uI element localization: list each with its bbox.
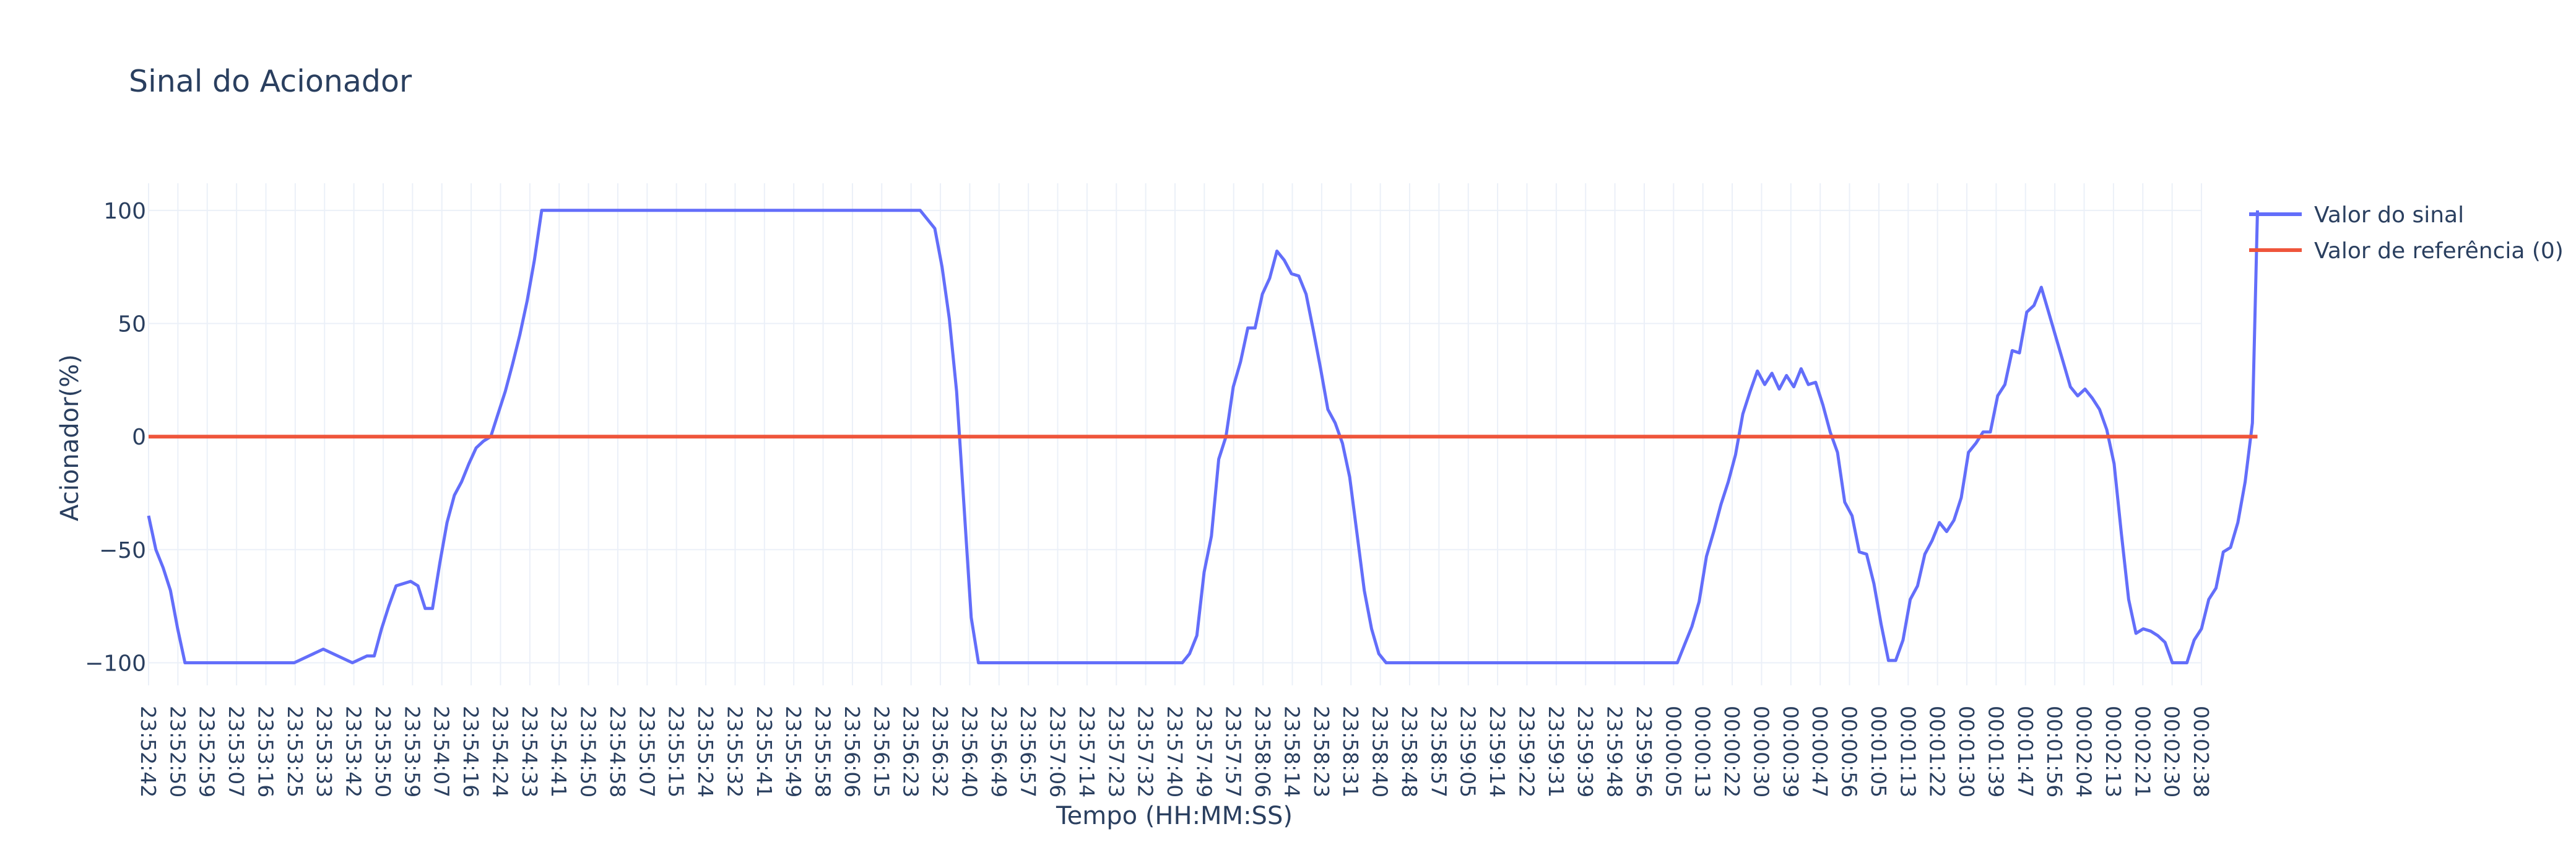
y-tick-label: −50 xyxy=(99,538,146,563)
x-tick-label: 00:02:38 xyxy=(2189,706,2213,797)
x-tick-label: 23:53:59 xyxy=(400,706,424,797)
x-tick-label: 23:58:48 xyxy=(1397,706,1421,797)
x-tick-label: 23:54:16 xyxy=(459,706,483,797)
x-tick-label: 23:55:15 xyxy=(664,706,688,797)
x-tick-label: 00:00:39 xyxy=(1779,706,1803,797)
x-tick-label: 00:01:05 xyxy=(1867,706,1891,797)
x-tick-label: 23:53:16 xyxy=(253,706,277,797)
x-tick-label: 23:57:57 xyxy=(1221,706,1246,797)
x-tick-label: 23:57:23 xyxy=(1104,706,1128,797)
x-tick-label: 00:02:13 xyxy=(2101,706,2125,797)
x-tick-label: 23:56:32 xyxy=(928,706,952,797)
x-tick-label: 23:56:23 xyxy=(899,706,923,797)
x-tick-labels: 23:52:42 23:52:50 23:52:59 23:53:07 23:53:16… xyxy=(136,706,2213,797)
x-tick-label: 23:54:50 xyxy=(576,706,601,797)
y-tick-label: 50 xyxy=(118,311,146,337)
x-tick-label: 00:01:56 xyxy=(2042,706,2066,797)
x-tick-label: 00:00:30 xyxy=(1749,706,1773,797)
x-tick-label: 23:52:42 xyxy=(136,706,160,797)
x-tick-label: 23:58:57 xyxy=(1426,706,1451,797)
x-tick-label: 23:53:25 xyxy=(283,706,307,797)
x-tick-label: 00:02:30 xyxy=(2160,706,2184,797)
legend[interactable]: Valor do sinal Valor de referência (0) xyxy=(2249,202,2564,264)
x-tick-label: 23:56:49 xyxy=(987,706,1011,797)
x-tick-label: 23:54:07 xyxy=(430,706,454,797)
chart-title: Sinal do Acionador xyxy=(129,64,412,99)
x-axis-title: Tempo (HH:MM:SS) xyxy=(1056,802,1293,830)
x-tick-label: 23:59:31 xyxy=(1544,706,1568,797)
x-tick-label: 23:56:15 xyxy=(869,706,893,797)
x-tick-label: 23:59:05 xyxy=(1456,706,1480,797)
y-tick-label: 100 xyxy=(103,199,146,224)
x-tick-label: 00:00:47 xyxy=(1808,706,1832,797)
x-tick-label: 23:56:40 xyxy=(957,706,981,797)
x-tick-label: 23:58:31 xyxy=(1338,706,1363,797)
x-tick-label: 00:02:04 xyxy=(2072,706,2096,797)
x-tick-label: 23:55:32 xyxy=(722,706,747,797)
legend-item[interactable]: Valor do sinal xyxy=(2249,202,2464,228)
x-tick-label: 23:59:48 xyxy=(1603,706,1627,797)
x-tick-label: 23:58:06 xyxy=(1251,706,1275,797)
x-tick-label: 23:57:32 xyxy=(1134,706,1158,797)
y-axis-title: Acionador(%) xyxy=(56,354,84,521)
x-tick-label: 23:52:59 xyxy=(195,706,219,797)
x-tick-label: 00:02:21 xyxy=(2130,706,2154,797)
legend-label: Valor de referência (0) xyxy=(2314,238,2564,264)
legend-item[interactable]: Valor de referência (0) xyxy=(2249,238,2564,264)
series-lines xyxy=(147,209,2259,664)
y-tick-label: 0 xyxy=(132,425,146,450)
x-tick-label: 23:58:40 xyxy=(1368,706,1392,797)
x-tick-label: 23:53:33 xyxy=(312,706,336,797)
x-tick-label: 23:55:07 xyxy=(635,706,659,797)
x-tick-label: 23:55:24 xyxy=(693,706,718,797)
x-tick-label: 23:53:50 xyxy=(371,706,395,797)
x-tick-label: 23:54:58 xyxy=(605,706,630,797)
x-tick-label: 00:00:22 xyxy=(1720,706,1744,797)
y-tick-labels: −100 −50 0 50 100 xyxy=(85,199,146,677)
x-tick-label: 23:58:14 xyxy=(1280,706,1304,797)
x-tick-label: 23:57:14 xyxy=(1075,706,1099,797)
x-tick-label: 23:59:22 xyxy=(1514,706,1538,797)
x-tick-label: 23:58:23 xyxy=(1309,706,1334,797)
x-tick-label: 00:01:30 xyxy=(1954,706,1979,797)
x-tick-label: 23:54:24 xyxy=(488,706,512,797)
x-tick-label: 23:59:56 xyxy=(1632,706,1656,797)
x-tick-label: 23:53:07 xyxy=(224,706,248,797)
x-tick-label: 00:00:56 xyxy=(1837,706,1862,797)
x-tick-label: 23:55:58 xyxy=(811,706,835,797)
x-tick-label: 23:59:14 xyxy=(1485,706,1509,797)
x-tick-label: 00:00:13 xyxy=(1691,706,1715,797)
x-tick-label: 00:01:39 xyxy=(1984,706,2008,797)
x-tick-label: 23:54:41 xyxy=(547,706,571,797)
x-tick-label: 23:53:42 xyxy=(342,706,366,797)
x-tick-label: 23:55:49 xyxy=(781,706,805,797)
x-tick-label: 23:57:49 xyxy=(1192,706,1216,797)
x-tick-label: 00:01:22 xyxy=(1925,706,1949,797)
y-tick-label: −100 xyxy=(85,651,146,676)
x-tick-label: 23:57:40 xyxy=(1163,706,1187,797)
x-tick-label: 23:57:06 xyxy=(1046,706,1070,797)
legend-label: Valor do sinal xyxy=(2314,202,2464,228)
x-tick-label: 23:55:41 xyxy=(752,706,776,797)
x-tick-label: 23:59:39 xyxy=(1573,706,1597,797)
x-tick-label: 23:54:33 xyxy=(518,706,542,797)
x-tick-label: 23:56:57 xyxy=(1016,706,1040,797)
x-tick-label: 00:01:13 xyxy=(1896,706,1920,797)
x-tick-label: 23:56:06 xyxy=(840,706,864,797)
x-tick-label: 00:00:05 xyxy=(1661,706,1685,797)
signal-series-line xyxy=(147,209,2259,664)
x-tick-label: 00:01:47 xyxy=(2013,706,2037,797)
x-tick-label: 23:52:50 xyxy=(165,706,189,797)
